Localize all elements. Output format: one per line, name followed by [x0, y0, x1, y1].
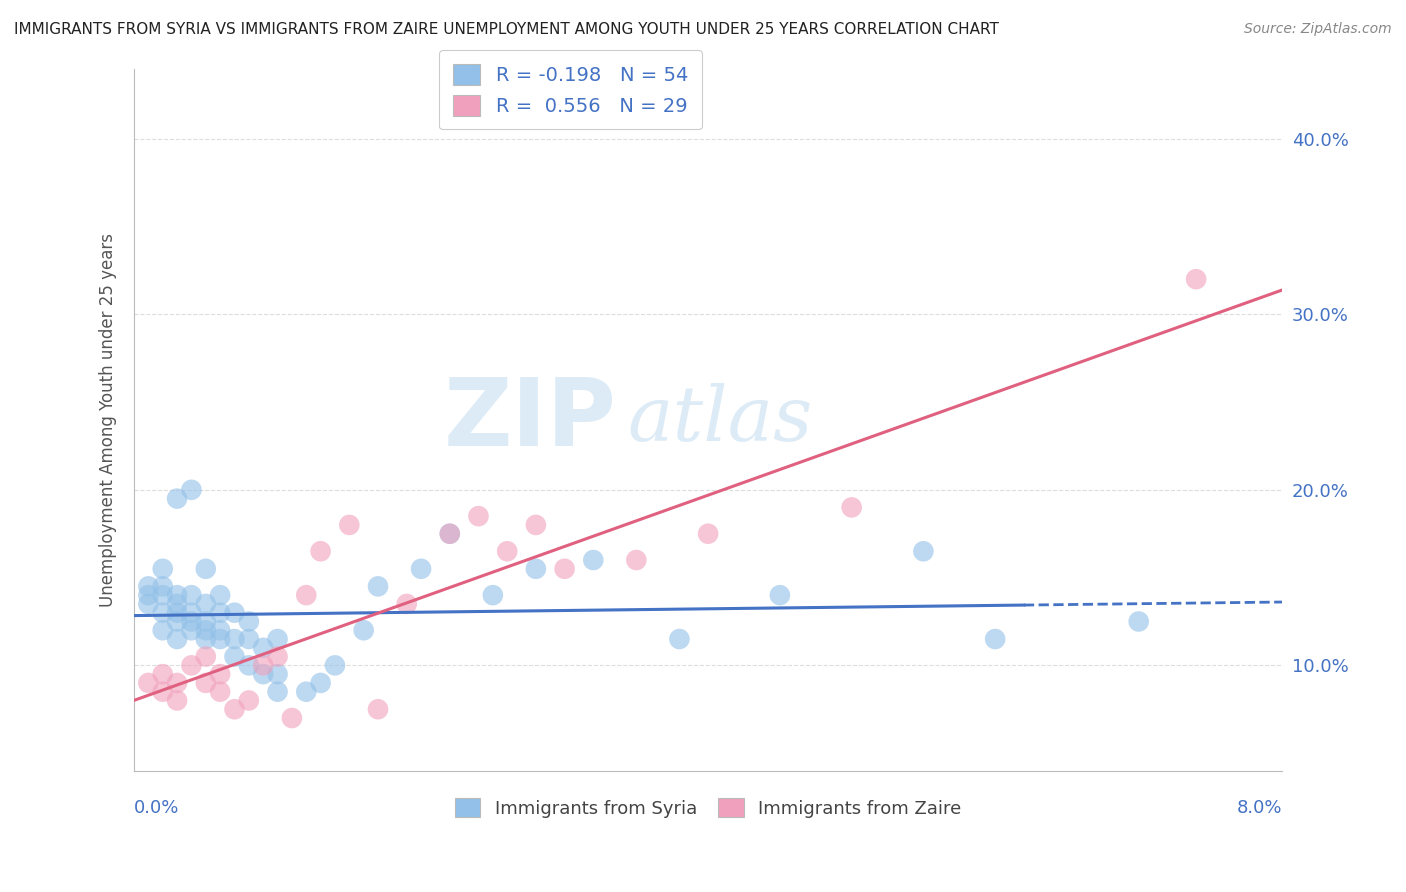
Point — [194, 624, 217, 638]
Point — [668, 632, 690, 646]
Point — [224, 632, 246, 646]
Point — [138, 588, 160, 602]
Point — [152, 588, 174, 602]
Point — [238, 658, 260, 673]
Point — [482, 588, 505, 602]
Point — [367, 579, 389, 593]
Point — [266, 632, 288, 646]
Point — [554, 562, 576, 576]
Point — [295, 684, 318, 698]
Point — [152, 579, 174, 593]
Point — [152, 562, 174, 576]
Y-axis label: Unemployment Among Youth under 25 years: Unemployment Among Youth under 25 years — [100, 233, 117, 607]
Point — [238, 693, 260, 707]
Point — [266, 667, 288, 681]
Point — [367, 702, 389, 716]
Point — [194, 615, 217, 629]
Point — [138, 676, 160, 690]
Point — [166, 615, 188, 629]
Point — [1128, 615, 1150, 629]
Point — [166, 491, 188, 506]
Point — [252, 658, 274, 673]
Point — [194, 632, 217, 646]
Point — [252, 640, 274, 655]
Point — [138, 579, 160, 593]
Point — [194, 597, 217, 611]
Point — [138, 597, 160, 611]
Point — [152, 667, 174, 681]
Point — [281, 711, 304, 725]
Point — [209, 588, 232, 602]
Point — [252, 667, 274, 681]
Point — [309, 676, 332, 690]
Point — [209, 632, 232, 646]
Text: atlas: atlas — [627, 383, 813, 457]
Point — [439, 526, 461, 541]
Point — [353, 624, 375, 638]
Text: IMMIGRANTS FROM SYRIA VS IMMIGRANTS FROM ZAIRE UNEMPLOYMENT AMONG YOUTH UNDER 25: IMMIGRANTS FROM SYRIA VS IMMIGRANTS FROM… — [14, 22, 998, 37]
Point — [626, 553, 648, 567]
Point — [152, 624, 174, 638]
Point — [266, 649, 288, 664]
Point — [409, 562, 432, 576]
Point — [524, 562, 547, 576]
Point — [238, 615, 260, 629]
Point — [1185, 272, 1208, 286]
Point — [209, 606, 232, 620]
Point — [180, 588, 202, 602]
Text: 8.0%: 8.0% — [1237, 798, 1282, 817]
Point — [439, 526, 461, 541]
Text: Source: ZipAtlas.com: Source: ZipAtlas.com — [1244, 22, 1392, 37]
Point — [180, 606, 202, 620]
Point — [524, 517, 547, 532]
Point — [238, 632, 260, 646]
Point — [194, 562, 217, 576]
Point — [209, 667, 232, 681]
Point — [769, 588, 792, 602]
Point — [309, 544, 332, 558]
Point — [209, 684, 232, 698]
Point — [152, 684, 174, 698]
Point — [224, 606, 246, 620]
Point — [180, 615, 202, 629]
Point — [912, 544, 935, 558]
Point — [295, 588, 318, 602]
Point — [152, 606, 174, 620]
Point — [180, 624, 202, 638]
Point — [496, 544, 519, 558]
Point — [166, 606, 188, 620]
Point — [166, 676, 188, 690]
Point — [984, 632, 1007, 646]
Text: ZIP: ZIP — [443, 374, 616, 466]
Point — [266, 684, 288, 698]
Point — [166, 693, 188, 707]
Point — [180, 483, 202, 497]
Legend: Immigrants from Syria, Immigrants from Zaire: Immigrants from Syria, Immigrants from Z… — [447, 790, 969, 825]
Point — [166, 632, 188, 646]
Point — [467, 509, 489, 524]
Point — [194, 676, 217, 690]
Point — [224, 649, 246, 664]
Point — [582, 553, 605, 567]
Point — [180, 658, 202, 673]
Point — [697, 526, 720, 541]
Point — [841, 500, 863, 515]
Point — [395, 597, 418, 611]
Point — [323, 658, 346, 673]
Point — [166, 597, 188, 611]
Point — [209, 624, 232, 638]
Point — [166, 588, 188, 602]
Point — [224, 702, 246, 716]
Text: 0.0%: 0.0% — [134, 798, 180, 817]
Point — [194, 649, 217, 664]
Point — [337, 517, 360, 532]
